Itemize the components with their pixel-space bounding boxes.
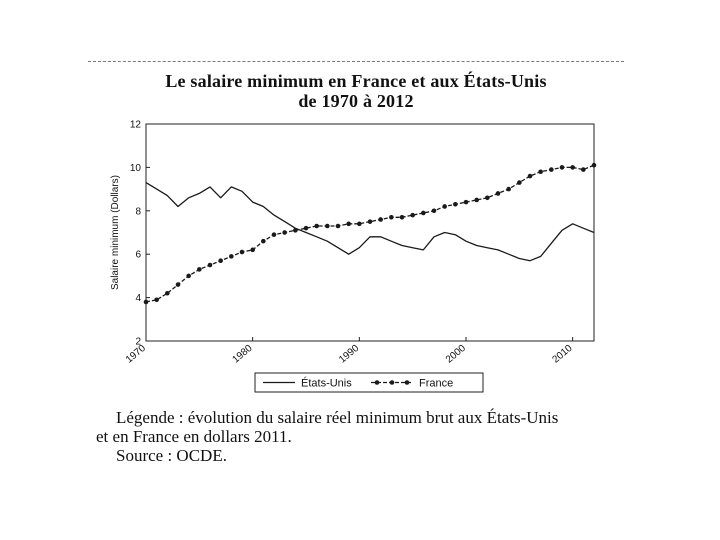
y-tick-label: 8 [135,206,141,217]
data-point-france [207,262,213,268]
data-point-france [186,273,191,279]
data-point-france [271,232,277,237]
y-tick-label: 12 [130,120,142,131]
chart-title-line-1: Le salaire minimum en France et aux État… [165,71,547,91]
data-point-france [303,225,309,231]
data-point-france [367,219,373,224]
x-tick-label: 1970 [124,343,148,366]
data-point-france [250,247,255,253]
data-point-france [229,254,234,259]
data-point-france [325,223,330,229]
data-point-france [431,208,437,214]
data-point-france [421,210,426,216]
data-point-france [357,221,362,227]
data-point-france [474,197,479,203]
y-tick-label: 6 [135,250,141,261]
data-point-france [154,297,159,303]
data-point-france [218,258,223,264]
legend-label-france: France [419,378,453,390]
data-point-france [239,249,245,255]
series-line-etats-unis [145,182,595,262]
data-point-france [549,167,554,172]
data-point-france [165,290,170,296]
data-point-france [399,215,405,220]
data-point-france [389,215,394,220]
data-point-france [378,217,383,222]
y-tick-label: 2 [135,337,141,348]
legend-label-etats-unis: États-Unis [301,377,352,390]
data-point-france [197,267,202,272]
legend-swatch-dot [389,380,395,385]
data-point-france [293,228,298,233]
caption-source: Source : OCDE. [116,446,227,465]
data-point-france [527,173,533,179]
plot-frame [145,123,595,342]
data-point-france [506,186,511,192]
data-point-france [143,299,149,305]
data-point-france [261,238,266,244]
x-tick-label: 2000 [444,343,468,366]
legend-box [254,372,484,393]
data-point-france [463,199,469,205]
data-point-france [570,165,575,170]
data-point-france [453,201,458,207]
data-point-france [442,204,447,209]
x-tick-label: 1990 [337,343,361,366]
data-point-france [175,282,181,287]
series-line-france [145,164,595,303]
data-point-france [538,169,543,175]
data-point-france [314,223,319,229]
legend-swatch-dot [404,380,410,385]
data-point-france [346,221,351,227]
chart-title-line-2: de 1970 à 2012 [298,91,414,111]
x-tick-label: 2010 [550,343,574,366]
data-point-france [559,165,565,170]
data-point-france [581,167,586,172]
caption-line-1: Légende : évolution du salaire réel mini… [116,408,559,427]
legend-swatch-dot [374,380,380,385]
data-point-france [517,180,522,185]
x-tick-label: 1980 [230,343,254,366]
data-point-france [410,212,415,218]
y-axis-label: Salaire minimum (Dollars) [110,175,121,290]
data-point-france [495,191,501,196]
data-point-france [335,223,341,229]
caption-line-2: et en France en dollars 2011. [96,427,292,446]
data-point-france [282,230,287,235]
y-tick-label: 10 [130,163,142,174]
data-point-france [591,162,597,168]
y-tick-label: 4 [135,293,141,304]
top-dashed-rule [88,61,624,62]
data-point-france [485,195,490,201]
